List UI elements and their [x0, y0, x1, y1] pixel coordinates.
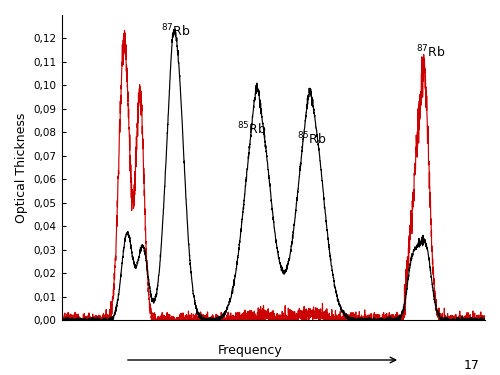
Text: $^{87}$Rb: $^{87}$Rb — [161, 22, 190, 39]
Text: $^{85}$Rb: $^{85}$Rb — [238, 121, 267, 138]
Text: 17: 17 — [464, 359, 480, 372]
Text: $^{85}$Rb: $^{85}$Rb — [296, 130, 326, 147]
Y-axis label: Optical Thickness: Optical Thickness — [15, 112, 28, 223]
Text: Frequency: Frequency — [218, 344, 282, 357]
Text: $^{87}$Rb: $^{87}$Rb — [416, 44, 446, 60]
